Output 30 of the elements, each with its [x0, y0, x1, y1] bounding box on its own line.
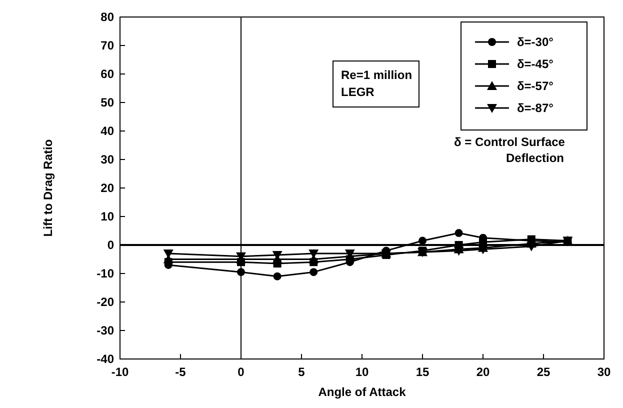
- y-tick-label: 30: [100, 152, 114, 166]
- y-axis-title: Lift to Drag Ratio: [41, 139, 55, 237]
- x-tick-label: 30: [597, 365, 611, 379]
- x-tick-label: 15: [416, 365, 430, 379]
- legend-label: δ=-87°: [517, 101, 554, 115]
- y-tick-label: 20: [100, 181, 114, 195]
- y-tick-label: -20: [96, 295, 114, 309]
- y-tick-label: 0: [107, 238, 114, 252]
- annotation: Re=1 million LEGR: [341, 68, 412, 99]
- y-tick-label: 80: [100, 10, 114, 24]
- y-tick-label: -10: [96, 266, 114, 280]
- x-axis-title: Angle of Attack: [318, 385, 406, 399]
- x-tick-label: 10: [355, 365, 369, 379]
- x-tick-label: -10: [111, 365, 129, 379]
- y-tick-label: 50: [100, 96, 114, 110]
- x-tick-label: 0: [238, 365, 245, 379]
- y-tick-label: 40: [100, 124, 114, 138]
- y-tick-label: 70: [100, 38, 114, 52]
- legend-label: δ=-57°: [517, 79, 554, 93]
- legend-label: δ=-45°: [517, 57, 554, 71]
- annotation: δ = Control Surface Deflection: [454, 135, 566, 165]
- legend-label: δ=-30°: [517, 35, 554, 49]
- x-tick-label: 25: [536, 365, 550, 379]
- x-tick-label: 5: [298, 365, 306, 379]
- y-tick-label: 10: [100, 210, 114, 224]
- x-tick-label: 20: [476, 365, 490, 379]
- y-tick-label: 60: [100, 67, 114, 81]
- y-tick-label: -40: [96, 352, 114, 366]
- y-tick-label: -30: [96, 324, 114, 338]
- x-tick-label: -5: [175, 365, 186, 379]
